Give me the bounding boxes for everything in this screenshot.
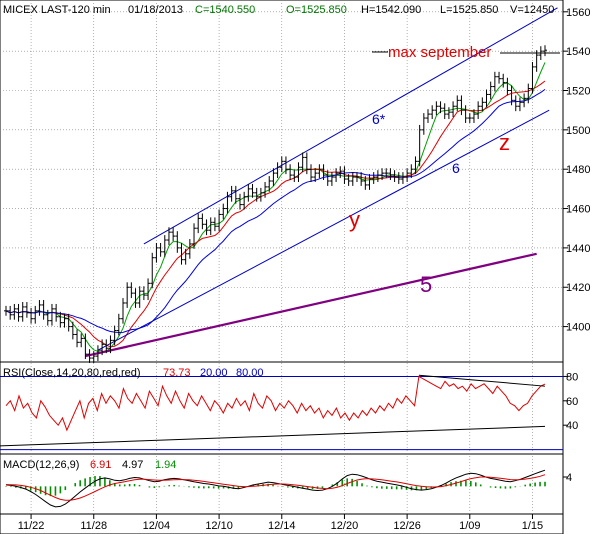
- rsi-upper-level: 80.00: [236, 367, 264, 379]
- price-overlays: [5, 7, 558, 358]
- price-axis-label: 1480: [566, 164, 590, 176]
- macd-layer: [5, 469, 546, 508]
- close-label: C=1540.550: [195, 4, 255, 16]
- price-axis-label: 1560: [566, 7, 590, 19]
- macd-line: [5, 469, 546, 508]
- macd-signal-line: [5, 474, 546, 501]
- y-axis-labels: 1400 1420 1440 1460 1480 1500 1520 1540 1560 40 60…: [563, 7, 590, 484]
- rsi-axis-label: 60: [566, 396, 578, 408]
- date-axis-label: 11/28: [80, 520, 107, 532]
- price-axis-label: 1460: [566, 204, 590, 216]
- price-bars: [4, 45, 547, 363]
- rsi-line: [5, 375, 546, 432]
- instrument-label: MICEX LAST-120 min: [3, 4, 111, 16]
- date-label: 01/18/2013: [128, 4, 183, 16]
- date-axis-label: 12/20: [331, 520, 359, 532]
- fast-moving-average: [5, 62, 546, 354]
- macd-value: 6.91: [90, 459, 111, 471]
- rsi-support-trendline: [0, 425, 546, 447]
- volume-label: V=12450: [510, 4, 554, 16]
- wave-z-label: z: [499, 130, 510, 155]
- low-label: L=1525.850: [440, 4, 498, 16]
- rsi-layer: [0, 374, 563, 451]
- macd-histogram-value: 1.94: [155, 459, 176, 471]
- date-axis-label: 12/04: [143, 520, 171, 532]
- macd-title: MACD(12,26,9): [3, 459, 79, 471]
- rsi-title: RSI(Close,14,20,80,red,red): [3, 367, 141, 379]
- price-axis-label: 1500: [566, 125, 590, 137]
- rsi-value: 73.73: [163, 367, 191, 379]
- slow-moving-average: [5, 88, 546, 334]
- max-september-label: max september: [388, 44, 491, 61]
- price-axis-label: 1440: [566, 243, 590, 255]
- high-label: H=1542.090: [361, 4, 421, 16]
- date-axis-label: 11/22: [18, 520, 45, 532]
- open-label: O=1525.850: [286, 4, 347, 16]
- price-axis-label: 1540: [566, 46, 590, 58]
- rsi-axis-label: 40: [566, 420, 578, 432]
- wave-y-label: y: [349, 207, 360, 232]
- x-axis-labels: 11/22 11/28 12/04 12/10 12/14 12/20 12/26 1/09 1…: [18, 514, 543, 532]
- channel-6-lower-line: [97, 109, 550, 351]
- grid-layer: [0, 0, 563, 514]
- trendline-5: [85, 252, 537, 358]
- rsi-resistance-trendline: [418, 374, 546, 387]
- price-axis-label: 1520: [566, 86, 590, 98]
- rsi-axis-label: 80: [566, 371, 578, 383]
- date-axis-label: 12/26: [393, 520, 421, 532]
- channel-6-label: 6: [452, 160, 460, 176]
- date-axis-label: 1/15: [522, 520, 543, 532]
- price-axis-label: 1400: [566, 322, 590, 334]
- macd-axis-label: 4: [566, 472, 572, 484]
- date-axis-label: 12/10: [205, 520, 233, 532]
- macd-signal-value: 4.97: [122, 459, 143, 471]
- channel-6star-label: 6*: [372, 111, 386, 127]
- trendline-5-label: 5: [420, 272, 432, 297]
- price-axis-label: 1420: [566, 282, 590, 294]
- rsi-lower-level: 20.00: [200, 367, 228, 379]
- date-axis-label: 1/09: [459, 520, 480, 532]
- channel-6star-upper-line: [143, 7, 558, 245]
- mid-moving-average: [5, 80, 546, 348]
- date-axis-label: 12/14: [268, 520, 296, 532]
